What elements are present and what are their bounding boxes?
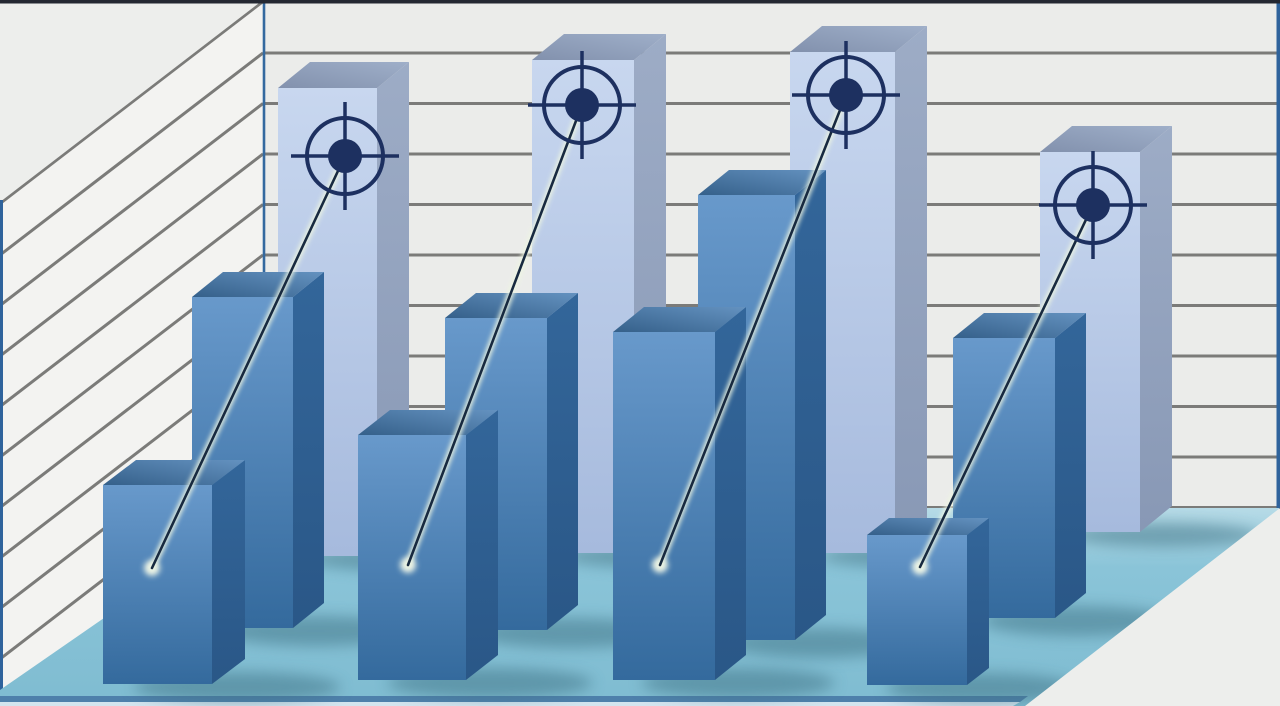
floor-front-edge-highlight	[0, 702, 1020, 706]
middle-bar-3-side-face	[795, 170, 826, 640]
beam-core	[918, 203, 1095, 569]
top-border-line	[0, 0, 1280, 4]
trend-beam-2	[400, 101, 586, 573]
front-bar-3-front-face	[613, 332, 715, 680]
back-bar-3-side-face	[895, 26, 927, 553]
beam-core	[406, 103, 584, 567]
middle-bar-3-top-face	[698, 170, 826, 195]
left-border-line	[0, 200, 3, 706]
beam-core	[150, 154, 347, 570]
middle-bar-1-side-face	[293, 272, 324, 628]
front-bar-1-side-face	[212, 460, 245, 684]
back-bar-4-side-face	[1140, 126, 1172, 532]
target-4-ring	[1053, 165, 1133, 245]
back-bar-3-top-face	[790, 26, 927, 52]
middle-bar-4-top-face	[953, 313, 1086, 338]
front-bar-4-top-face	[867, 518, 989, 535]
front-bar-1	[103, 460, 245, 684]
target-1-ring	[305, 116, 385, 196]
trend-beam-3	[652, 91, 850, 573]
front-bar-2-side-face	[466, 410, 498, 680]
middle-bar-2-top-face	[445, 293, 578, 318]
target-2-dot	[565, 88, 599, 122]
front-bar-1-front-face	[103, 485, 212, 684]
back-bar-4-top-face	[1040, 126, 1172, 152]
front-bar-3	[613, 307, 746, 680]
trend-beam-4	[912, 201, 1097, 575]
front-bar-4-side-face	[967, 518, 989, 685]
front-bar-4	[867, 518, 989, 685]
beam-core	[658, 93, 848, 567]
crosshair-target-icon	[528, 51, 636, 159]
target-3-dot	[829, 78, 863, 112]
crosshair-target-icon	[792, 41, 900, 149]
back-bar-1-top-face	[278, 62, 409, 88]
middle-bar-2-side-face	[547, 293, 578, 630]
crosshair-target-icon	[1039, 151, 1147, 259]
target-3-ring	[806, 55, 886, 135]
target-4-dot	[1076, 188, 1110, 222]
front-bar-4-front-face	[867, 535, 967, 685]
right-border-line	[1276, 0, 1280, 508]
middle-bar-4-side-face	[1055, 313, 1086, 618]
target-2-ring	[542, 65, 622, 145]
back-bar-2-top-face	[532, 34, 666, 60]
crosshair-target-icon	[291, 102, 399, 210]
front-bar-2	[358, 410, 498, 680]
front-bar-3-top-face	[613, 307, 746, 332]
trend-beam-1	[144, 152, 349, 576]
front-bar-1-top-face	[103, 460, 245, 485]
target-1-dot	[328, 139, 362, 173]
